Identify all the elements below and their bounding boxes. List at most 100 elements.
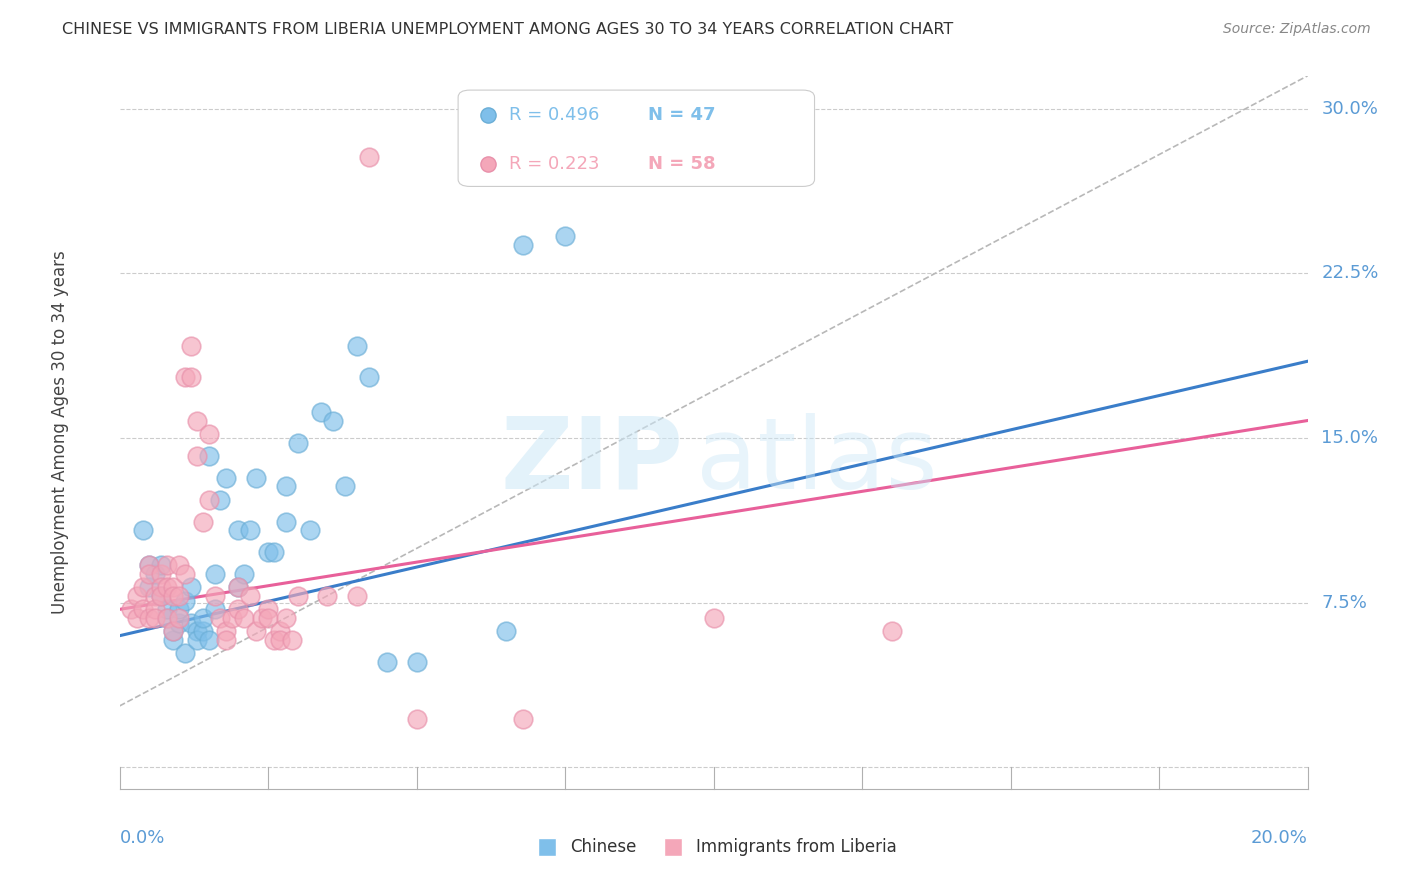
Point	[162, 624, 184, 639]
Text: 22.5%: 22.5%	[1322, 264, 1379, 283]
Point	[274, 611, 297, 625]
Point	[357, 369, 380, 384]
Text: 15.0%: 15.0%	[1322, 429, 1378, 447]
Point	[173, 646, 195, 660]
Point	[228, 602, 250, 616]
Point	[257, 602, 280, 616]
Point	[215, 470, 238, 484]
Point	[197, 449, 219, 463]
Point	[512, 712, 534, 726]
Point	[233, 567, 256, 582]
Point	[167, 602, 190, 616]
Point	[269, 633, 291, 648]
Point	[228, 524, 250, 538]
Point	[880, 624, 903, 639]
Point	[239, 524, 262, 538]
Text: CHINESE VS IMMIGRANTS FROM LIBERIA UNEMPLOYMENT AMONG AGES 30 TO 34 YEARS CORREL: CHINESE VS IMMIGRANTS FROM LIBERIA UNEMP…	[62, 22, 953, 37]
Legend: Chinese, Immigrants from Liberia: Chinese, Immigrants from Liberia	[523, 832, 904, 863]
Point	[138, 581, 160, 595]
Point	[495, 624, 517, 639]
Point	[186, 624, 208, 639]
Point	[221, 611, 243, 625]
Point	[167, 589, 190, 603]
Point	[287, 589, 309, 603]
Point	[150, 589, 173, 603]
Point	[269, 624, 291, 639]
Point	[173, 567, 195, 582]
Point	[316, 589, 339, 603]
Text: N = 47: N = 47	[648, 106, 716, 124]
Text: R = 0.223: R = 0.223	[509, 155, 600, 173]
Point	[138, 611, 160, 625]
Text: Unemployment Among Ages 30 to 34 years: Unemployment Among Ages 30 to 34 years	[51, 251, 69, 615]
Point	[132, 581, 155, 595]
Text: atlas: atlas	[696, 413, 938, 509]
Point	[143, 611, 166, 625]
Point	[197, 426, 219, 441]
Point	[322, 413, 344, 427]
Point	[186, 413, 208, 427]
Point	[191, 611, 214, 625]
Point	[215, 633, 238, 648]
Point	[138, 558, 160, 573]
Point	[167, 615, 190, 630]
Point	[311, 405, 333, 419]
Text: 7.5%: 7.5%	[1322, 594, 1368, 612]
Text: ZIP: ZIP	[501, 413, 683, 509]
Point	[127, 611, 149, 625]
Text: R = 0.496: R = 0.496	[509, 106, 599, 124]
Point	[150, 558, 173, 573]
Point	[228, 581, 250, 595]
Point	[257, 611, 280, 625]
Point	[245, 624, 267, 639]
Point	[204, 602, 226, 616]
Point	[143, 567, 166, 582]
Point	[405, 655, 427, 669]
Point	[150, 589, 173, 603]
Point	[702, 611, 725, 625]
Point	[156, 611, 179, 625]
Point	[263, 545, 285, 559]
FancyBboxPatch shape	[458, 90, 814, 186]
Point	[209, 492, 232, 507]
Text: Source: ZipAtlas.com: Source: ZipAtlas.com	[1223, 22, 1371, 37]
Point	[209, 611, 232, 625]
Point	[287, 435, 309, 450]
Point	[197, 492, 219, 507]
Point	[346, 339, 368, 353]
Point	[156, 611, 179, 625]
Point	[274, 515, 297, 529]
Point	[281, 633, 304, 648]
Point	[132, 602, 155, 616]
Point	[127, 589, 149, 603]
Point	[173, 593, 195, 607]
Point	[375, 655, 398, 669]
Point	[512, 238, 534, 252]
Point	[143, 589, 166, 603]
Point	[150, 567, 173, 582]
Point	[173, 369, 195, 384]
Point	[257, 545, 280, 559]
Point	[138, 567, 160, 582]
Point	[204, 589, 226, 603]
Point	[156, 602, 179, 616]
Point	[143, 602, 166, 616]
Point	[186, 449, 208, 463]
Point	[250, 611, 273, 625]
Point	[156, 581, 179, 595]
Point	[180, 369, 202, 384]
Point	[138, 558, 160, 573]
Point	[120, 602, 142, 616]
Point	[167, 611, 190, 625]
Point	[191, 515, 214, 529]
Point	[162, 633, 184, 648]
Text: 30.0%: 30.0%	[1322, 100, 1378, 118]
Text: N = 58: N = 58	[648, 155, 716, 173]
Point	[233, 611, 256, 625]
Point	[162, 624, 184, 639]
Point	[204, 567, 226, 582]
Point	[245, 470, 267, 484]
Point	[554, 229, 576, 244]
Point	[298, 524, 321, 538]
Point	[191, 624, 214, 639]
